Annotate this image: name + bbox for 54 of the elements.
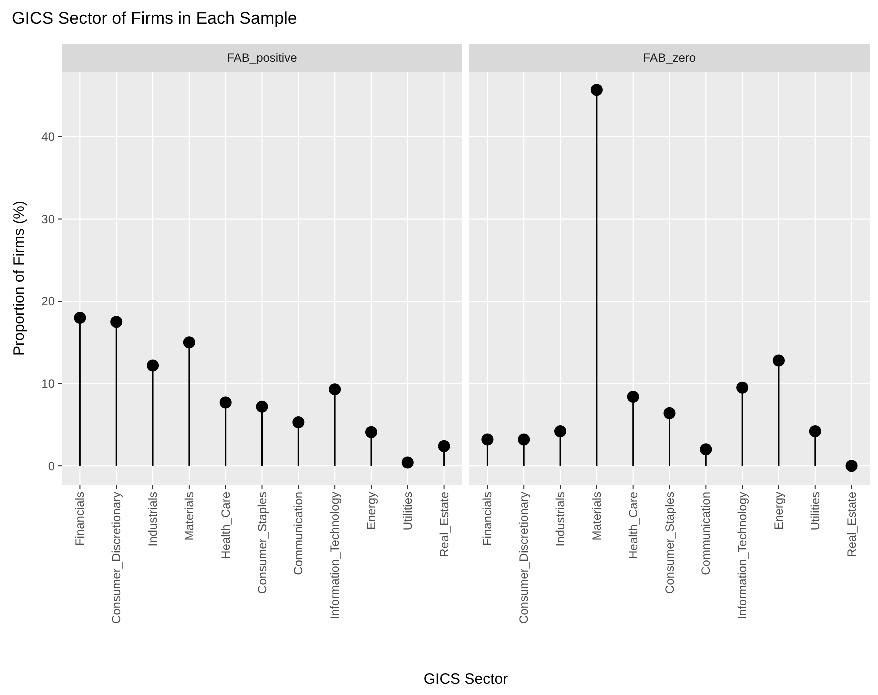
point — [700, 444, 712, 456]
y-tick-label: 10 — [42, 377, 56, 392]
y-tick-label: 40 — [42, 130, 56, 144]
chart-title: GICS Sector of Firms in Each Sample — [12, 9, 298, 28]
chart-subtitle: FAB_positive — [227, 51, 298, 65]
point — [590, 84, 603, 96]
y-tick-label: 20 — [42, 294, 56, 309]
point — [736, 382, 749, 394]
x-tick-label: Financials — [480, 492, 495, 546]
point — [846, 460, 858, 472]
x-tick-label: Industrials — [554, 492, 568, 547]
x-tick-label: Communication — [292, 492, 306, 576]
x-tick-label: Utilities — [808, 492, 822, 531]
x-tick-label: Information_Technology — [736, 492, 750, 620]
chart-subtitle: FAB_zero — [643, 51, 696, 65]
x-tick-label: Consumer_Staples — [255, 492, 270, 594]
point — [292, 416, 305, 428]
point — [772, 354, 785, 367]
point — [183, 336, 196, 349]
point — [74, 312, 86, 324]
x-tick-label: Materials — [590, 492, 604, 541]
x-tick-label: Real_Estate — [437, 492, 452, 558]
x-tick-label: Consumer_Discretionary — [110, 492, 124, 624]
x-tick-label: Health_Care — [218, 492, 233, 560]
x-tick-label: Materials — [182, 492, 196, 541]
point — [220, 396, 232, 409]
x-tick-label: Energy — [364, 492, 378, 530]
point — [329, 384, 342, 396]
x-axis-title: GICS Sector — [424, 671, 508, 688]
point — [482, 434, 494, 446]
point — [402, 456, 414, 469]
y-axis-title: Proportion of Firms (%) — [11, 200, 28, 356]
point — [518, 434, 530, 446]
x-tick-label: Information_Technology — [328, 492, 342, 620]
point — [110, 316, 123, 328]
x-tick-label: Energy — [772, 492, 786, 530]
point — [147, 360, 160, 372]
x-tick-label: Utilities — [400, 492, 415, 531]
x-tick-label: Consumer_Staples — [662, 492, 677, 594]
point — [438, 440, 450, 452]
x-tick-label: Communication — [699, 492, 714, 576]
point — [256, 400, 268, 413]
y-tick-label: 0 — [48, 459, 56, 474]
y-tick-label: 30 — [42, 212, 56, 226]
x-tick-label: Consumer_Discretionary — [517, 492, 532, 624]
point — [664, 407, 676, 420]
x-tick-label: Industrials — [146, 492, 160, 547]
point — [365, 426, 378, 438]
x-tick-label: Financials — [73, 492, 88, 546]
x-tick-label: Health_Care — [626, 492, 640, 560]
point — [554, 426, 567, 438]
point — [627, 390, 640, 403]
x-tick-label: Real_Estate — [844, 492, 859, 558]
point — [809, 426, 822, 438]
